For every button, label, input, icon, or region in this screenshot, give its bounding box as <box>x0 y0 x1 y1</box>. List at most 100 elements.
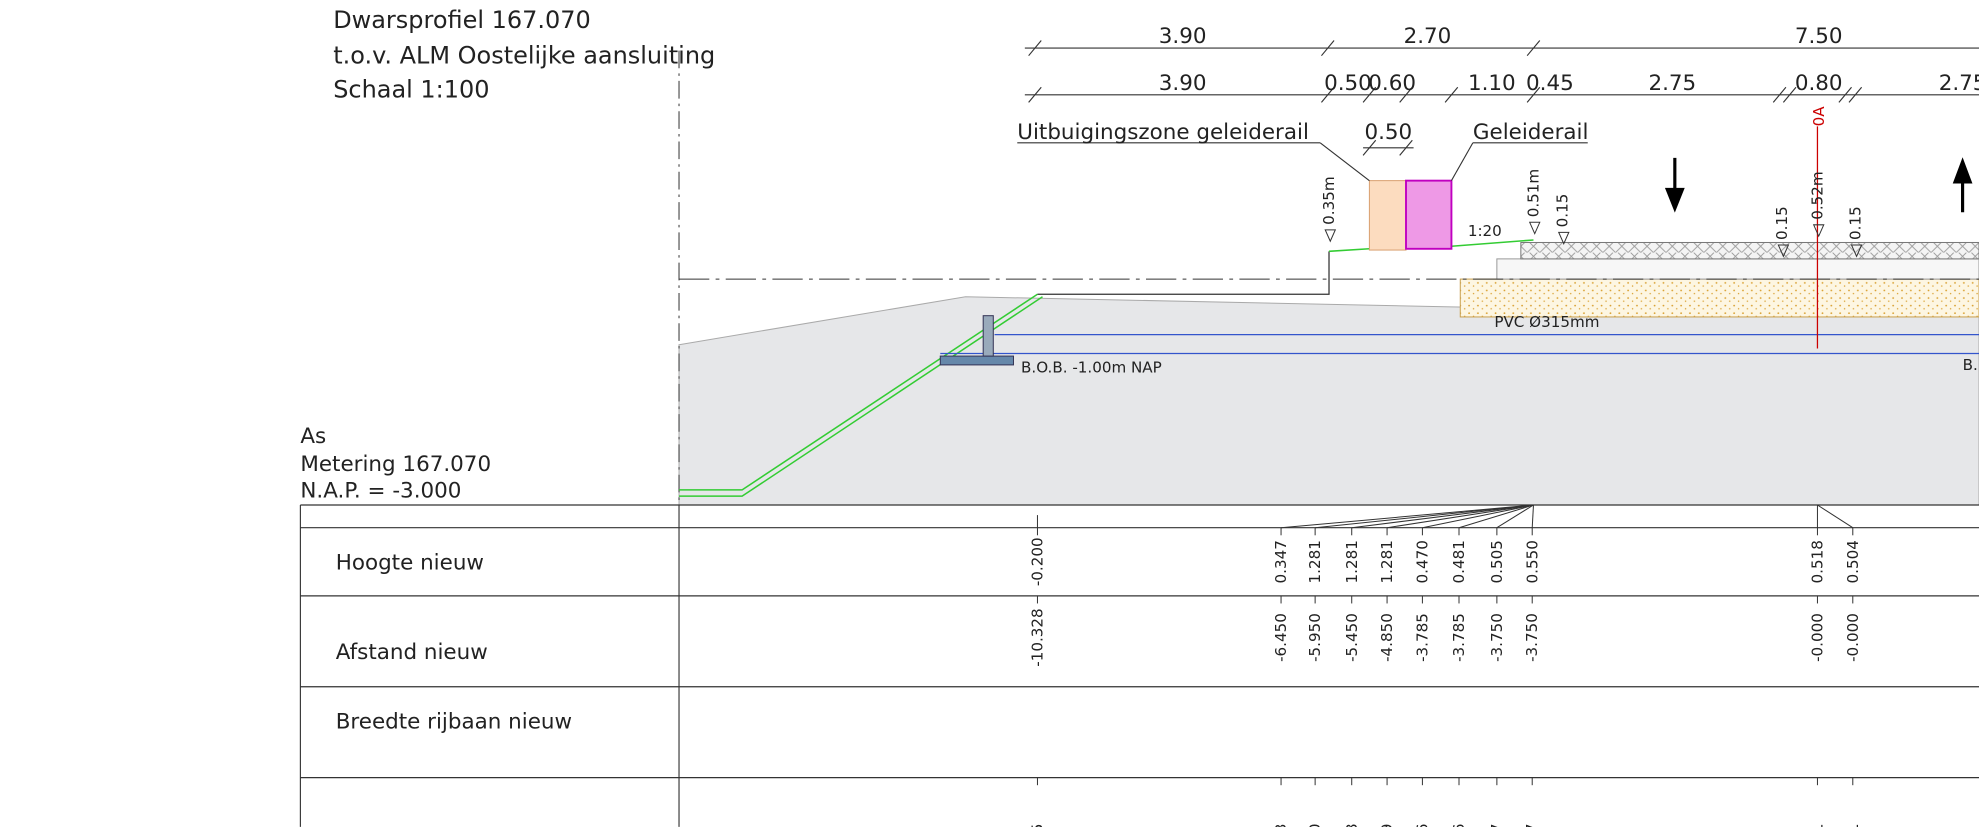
cell-value: -0.000 <box>1844 613 1862 662</box>
cell-value: -6.450 <box>1272 613 1290 662</box>
cell-value: 1.281 <box>1378 540 1396 583</box>
drain-foundation <box>939 355 1014 366</box>
scale: Schaal 1:100 <box>333 75 489 103</box>
dimension-label: 0.45 <box>1526 71 1574 96</box>
dimension-ticks <box>1028 40 1863 156</box>
deflection-zone <box>1368 180 1407 251</box>
cell-value: 0.505 <box>1488 540 1506 583</box>
cell-value: -4.850 <box>1378 613 1396 662</box>
pipe-label: PVC Ø315mm <box>1494 313 1599 331</box>
table-ticks <box>1036 504 1854 786</box>
dimension-label: 1.10 <box>1468 71 1516 96</box>
leader-line <box>1422 504 1534 529</box>
dimension-label: 0.50 <box>1364 120 1412 145</box>
dimension-tick <box>1028 86 1042 103</box>
dimension-tick <box>1772 86 1787 103</box>
height-label: 0.52m <box>1808 171 1826 219</box>
level-marker <box>1324 229 1337 243</box>
height-label: 0.51m <box>1525 169 1543 217</box>
cell-value: 51 <box>1844 824 1862 827</box>
axis-code: 0A <box>1810 106 1828 127</box>
dimension-label: 7.50 <box>1795 24 1843 49</box>
leader-line <box>1351 504 1534 529</box>
row-label: Hoogte nieuw <box>336 550 484 575</box>
guardrail <box>1405 179 1453 250</box>
cell-value: 57 <box>1523 824 1541 827</box>
zone-label: Uitbuigingszone geleiderail <box>1017 120 1309 145</box>
leader-line <box>1386 504 1534 529</box>
axis-name: As <box>300 424 326 449</box>
metering: Metering 167.070 <box>300 452 491 477</box>
leader-line <box>1315 504 1534 529</box>
dimension-tick <box>1399 86 1413 103</box>
cell-value: 56 <box>1450 824 1468 827</box>
dimension-label: 2.75 <box>1648 71 1696 96</box>
cell-value: 1.281 <box>1306 540 1324 583</box>
dimension-tick <box>1321 40 1335 57</box>
subtitle: t.o.v. ALM Oostelijke aansluiting <box>333 41 715 69</box>
row-label: Breedte rijbaan nieuw <box>336 709 572 734</box>
edge-line <box>1037 251 1330 295</box>
drain <box>982 315 994 357</box>
row-label: Afstand nieuw <box>336 640 488 665</box>
table-grid <box>299 504 1979 827</box>
dimension-tick <box>1782 86 1797 103</box>
cell-value: -0.200 <box>1029 537 1047 586</box>
direction-arrow <box>1952 157 1973 213</box>
level-marker <box>1812 224 1825 238</box>
cell-value: -3.785 <box>1413 613 1431 662</box>
cell-value: -0.000 <box>1808 613 1826 662</box>
cell-value: 0.470 <box>1413 540 1431 583</box>
cell-value: 15 <box>1029 824 1047 827</box>
leader-line <box>1458 504 1534 529</box>
dimension-label: 2.70 <box>1404 24 1452 49</box>
direction-arrow <box>1664 157 1685 213</box>
dimension-label: 3.90 <box>1159 24 1207 49</box>
dimension-tick <box>1848 86 1863 103</box>
cell-value: 0.550 <box>1523 540 1541 583</box>
dimension-lines <box>1017 47 1979 182</box>
cell-value: 56 <box>1413 824 1431 827</box>
dimension-tick <box>1028 40 1042 57</box>
dimension-tick <box>1526 40 1541 57</box>
leader-line <box>1281 504 1534 529</box>
cell-value: 57 <box>1488 824 1506 827</box>
dimension-tick <box>1321 86 1335 103</box>
bob-label: B. <box>1963 356 1978 374</box>
level-marker <box>1557 231 1570 245</box>
cell-value: -3.785 <box>1450 613 1468 662</box>
level-marker <box>1850 244 1863 258</box>
cell-value: 0.481 <box>1450 540 1468 583</box>
sand-layer <box>1459 278 1979 318</box>
slope-line <box>679 293 1038 491</box>
leader-line <box>1817 504 1854 529</box>
cell-value: 98 <box>1343 824 1361 827</box>
cell-value: 0.347 <box>1272 540 1290 583</box>
guardrail-label: Geleiderail <box>1473 120 1589 145</box>
dimension-tick <box>1362 86 1377 103</box>
height-label: 0.15 <box>1773 206 1791 240</box>
dimension-tick <box>1444 86 1459 103</box>
dimension-label: 0.60 <box>1368 71 1416 96</box>
title: Dwarsprofiel 167.070 <box>333 6 591 34</box>
height-label: 0.35m <box>1320 176 1338 224</box>
dimension-label: 3.90 <box>1159 71 1207 96</box>
cell-value: 63 <box>1272 824 1290 827</box>
dimension-label: 0.80 <box>1795 71 1843 96</box>
level-marker <box>1777 244 1790 258</box>
dimension-label: 2.75 <box>1939 71 1979 96</box>
dimension-tick <box>1838 86 1852 103</box>
dimension-tick <box>1399 139 1413 156</box>
level-marker <box>1528 221 1541 235</box>
dimension-tick <box>1362 139 1377 156</box>
dimension-tick <box>1526 86 1541 103</box>
cell-value: 1.281 <box>1343 540 1361 583</box>
asphalt-layer <box>1520 241 1979 260</box>
cell-value: -5.950 <box>1306 613 1324 662</box>
height-label: 0.15 <box>1554 194 1572 228</box>
cell-value: -5.450 <box>1343 613 1361 662</box>
cell-value: 19 <box>1378 824 1396 827</box>
nap-level: N.A.P. = -3.000 <box>300 478 461 503</box>
